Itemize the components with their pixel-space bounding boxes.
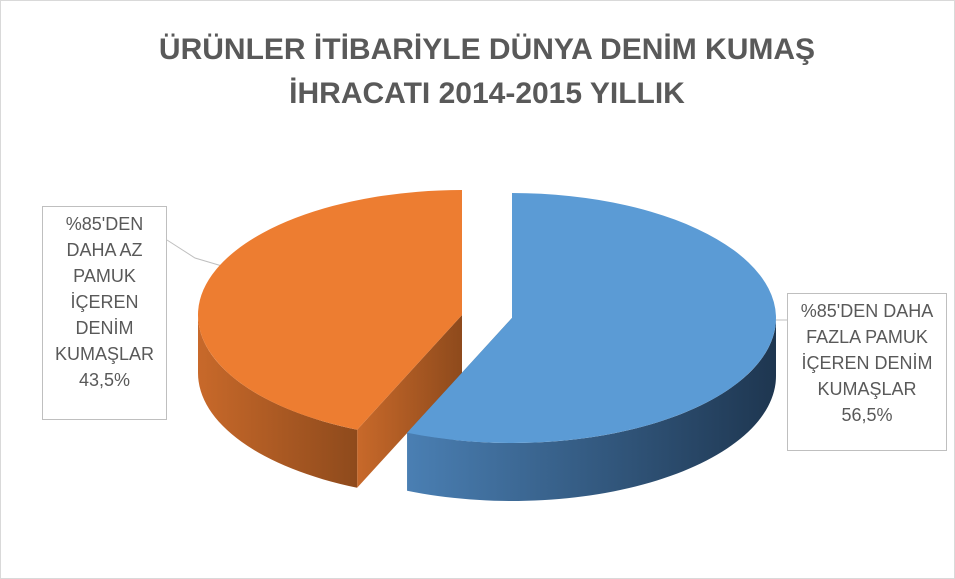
category-label: %85'DEN DAHA FAZLA PAMUK İÇEREN DENİM KU… xyxy=(800,301,934,399)
slice-side xyxy=(407,318,776,502)
pie xyxy=(197,190,776,502)
category-label: %85'DEN DAHA AZ PAMUK İÇEREN DENİM KUMAŞ… xyxy=(54,214,155,364)
leader-line xyxy=(166,239,223,267)
value-label: 56,5% xyxy=(841,405,893,425)
slice xyxy=(197,190,462,430)
chart-title: ÜRÜNLER İTİBARİYLE DÜNYA DENİM KUMAŞ İHR… xyxy=(158,33,816,110)
slice xyxy=(407,193,776,443)
data-label: %85'DEN DAHA AZ PAMUK İÇEREN DENİM KUMAŞ… xyxy=(42,206,167,420)
value-label: 43,5% xyxy=(78,370,131,390)
data-label: %85'DEN DAHA FAZLA PAMUK İÇEREN DENİM KU… xyxy=(787,293,947,451)
slice-side xyxy=(198,315,358,488)
slice-wall xyxy=(357,315,462,488)
